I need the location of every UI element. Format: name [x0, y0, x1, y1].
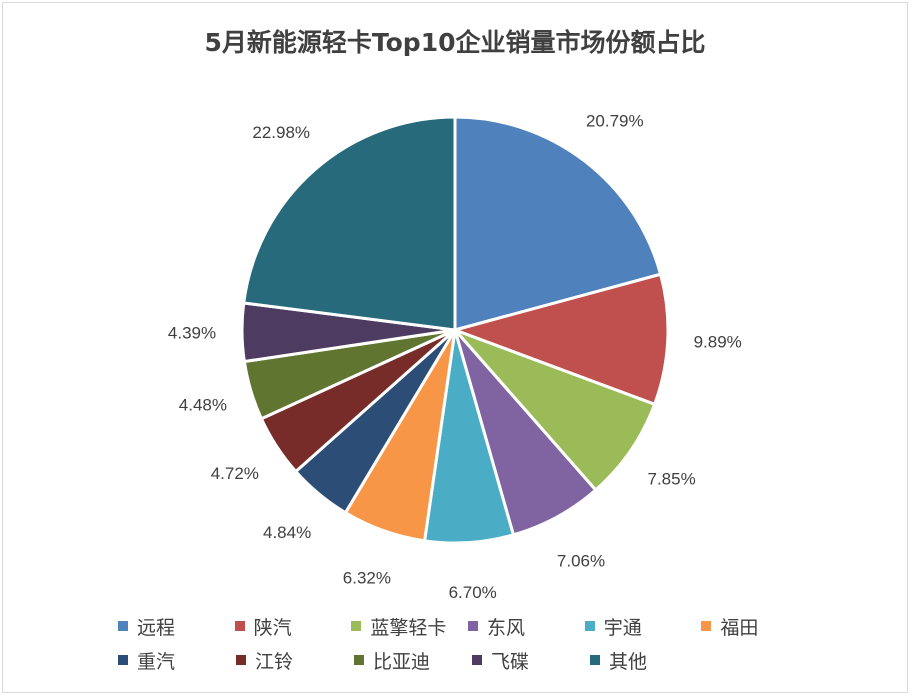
- legend-label-9: 比亚迪: [373, 650, 431, 673]
- legend-swatch-11: [590, 655, 600, 665]
- data-label-7: 4.84%: [263, 523, 311, 542]
- legend-swatch-4: [468, 621, 479, 631]
- legend-label-6: 福田: [720, 616, 759, 639]
- legend-swatch-5: [584, 621, 595, 631]
- legend-label-1: 远程: [137, 616, 176, 639]
- legend-item-4: 东风: [468, 613, 585, 640]
- legend-swatch-9: [354, 655, 364, 665]
- chart-title: 5月新能源轻卡Top10企业销量市场份额占比: [204, 28, 706, 57]
- legend-row-1: 远程 陕汽 蓝擎轻卡 东风 宇通 福田: [118, 609, 818, 643]
- legend-label-4: 东风: [487, 616, 526, 639]
- legend-label-7: 重汽: [137, 650, 176, 673]
- legend-item-8: 江铃: [236, 647, 354, 674]
- legend: 远程 陕汽 蓝擎轻卡 东风 宇通 福田 重汽 江铃 比亚迪 飞碟 其他: [118, 609, 818, 677]
- legend-swatch-7: [118, 655, 128, 665]
- legend-swatch-1: [118, 621, 128, 631]
- data-label-4: 7.06%: [557, 551, 605, 570]
- legend-label-3: 蓝擎轻卡: [370, 616, 447, 639]
- data-label-3: 7.85%: [647, 470, 695, 489]
- legend-item-6: 福田: [701, 613, 818, 640]
- legend-swatch-3: [351, 621, 362, 631]
- data-label-10: 4.39%: [168, 323, 216, 342]
- pie-slice-11: [242, 115, 457, 332]
- data-label-8: 4.72%: [211, 464, 259, 483]
- pie-slice-1: [453, 115, 663, 332]
- legend-item-2: 陕汽: [234, 613, 352, 640]
- legend-item-10: 飞碟: [472, 647, 590, 674]
- pie-slice-2: [453, 272, 670, 406]
- legend-label-2: 陕汽: [253, 616, 292, 639]
- data-label-11: 22.98%: [252, 123, 310, 142]
- legend-row-2: 重汽 江铃 比亚迪 飞碟 其他: [118, 643, 818, 677]
- legend-swatch-6: [701, 621, 712, 631]
- legend-item-7: 重汽: [118, 647, 236, 674]
- legend-label-8: 江铃: [255, 650, 294, 673]
- legend-swatch-10: [472, 655, 482, 665]
- data-label-1: 20.79%: [586, 112, 644, 131]
- legend-label-5: 宇通: [603, 616, 642, 639]
- legend-item-11: 其他: [590, 647, 708, 674]
- legend-swatch-2: [234, 621, 245, 631]
- legend-item-5: 宇通: [584, 613, 702, 640]
- data-label-5: 6.70%: [449, 583, 497, 602]
- pie-slice-3: [453, 328, 657, 492]
- legend-label-11: 其他: [609, 650, 648, 673]
- legend-item-3: 蓝擎轻卡: [351, 613, 468, 640]
- legend-swatch-8: [236, 655, 246, 665]
- data-label-9: 4.48%: [179, 396, 227, 415]
- legend-item-1: 远程: [118, 613, 235, 640]
- legend-item-9: 比亚迪: [354, 647, 472, 674]
- data-label-2: 9.89%: [694, 333, 742, 352]
- legend-label-10: 飞碟: [491, 650, 530, 673]
- data-label-6: 6.32%: [343, 568, 391, 587]
